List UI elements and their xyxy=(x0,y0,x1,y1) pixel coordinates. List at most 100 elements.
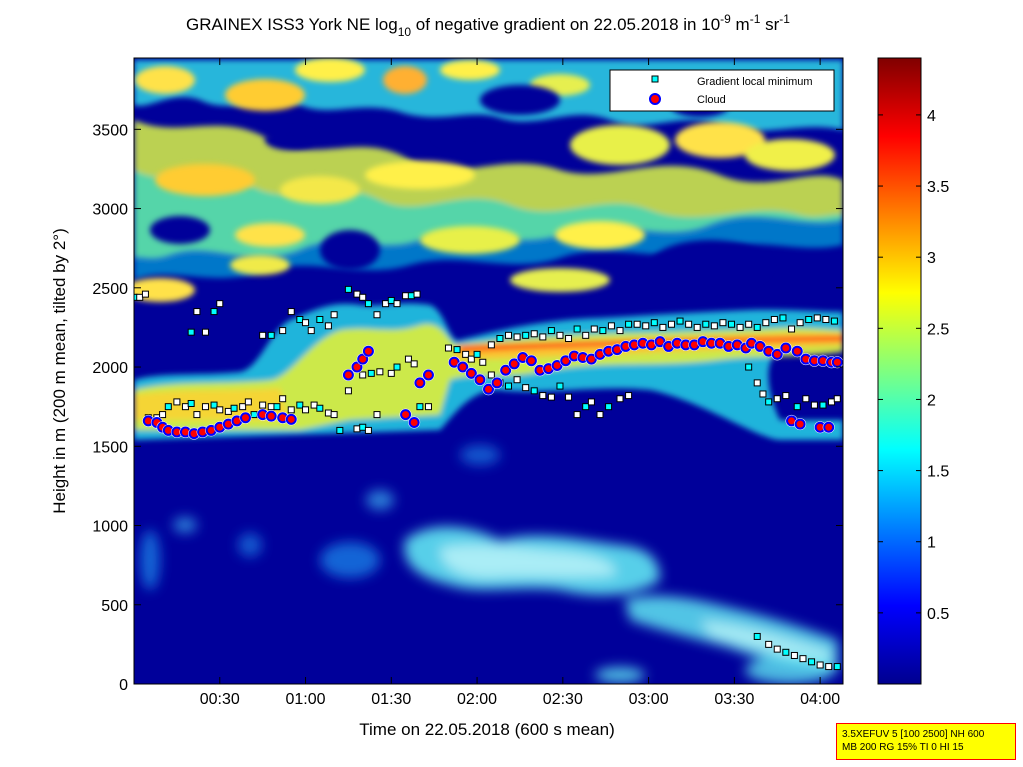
gradient-minimum-point xyxy=(173,398,181,406)
gradient-minimum-point xyxy=(230,404,238,412)
gradient-minimum-point xyxy=(273,403,281,411)
lower-aerosol-features xyxy=(140,445,838,684)
gradient-minimum-point xyxy=(259,401,267,409)
gradient-minimum-point xyxy=(376,368,384,376)
gradient-minimum-point xyxy=(344,387,352,395)
gradient-minimum-point xyxy=(822,315,830,323)
cloud-point xyxy=(414,377,426,389)
gradient-minimum-point xyxy=(816,661,824,669)
cloud-point xyxy=(265,410,277,422)
colorbar-tick-label: 4 xyxy=(927,108,936,125)
gradient-minimum-point xyxy=(310,401,318,409)
gradient-minimum-point xyxy=(802,395,810,403)
gradient-minimum-point xyxy=(728,320,736,328)
y-tick-label: 2000 xyxy=(92,360,128,377)
gradient-minimum-point xyxy=(505,382,513,390)
gradient-minimum-point xyxy=(762,319,770,327)
gradient-minimum-point xyxy=(808,658,816,666)
gradient-minimum-point xyxy=(702,320,710,328)
colorbar-tick-label: 3.5 xyxy=(927,179,949,196)
cloud-series xyxy=(142,335,843,440)
gradient-minimum-point xyxy=(773,395,781,403)
gradient-minimum-point xyxy=(587,398,595,406)
gradient-minimum-point xyxy=(210,401,218,409)
y-axis-label: Height in m (200 m mean, tilted by 2°) xyxy=(50,228,69,514)
gradient-minimum-series xyxy=(134,285,841,671)
gradient-minimum-point xyxy=(693,323,701,331)
heatmap-plot xyxy=(134,58,843,684)
gradient-minimum-point xyxy=(605,403,613,411)
gradient-minimum-point xyxy=(805,315,813,323)
gradient-minimum-point xyxy=(625,320,633,328)
x-tick-label: 03:00 xyxy=(629,691,669,708)
colorbar-tick-label: 0.5 xyxy=(927,606,949,623)
gradient-minimum-point xyxy=(719,319,727,327)
gradient-minimum-point xyxy=(296,315,304,323)
gradient-minimum-point xyxy=(373,411,381,419)
gradient-minimum-point xyxy=(793,403,801,411)
gradient-minimum-point xyxy=(287,308,295,316)
gradient-minimum-point xyxy=(164,403,172,411)
gradient-minimum-point xyxy=(224,407,232,415)
gradient-minimum-point xyxy=(607,322,615,330)
gradient-minimum-point xyxy=(547,327,555,335)
gradient-minimum-point xyxy=(782,392,790,400)
gradient-minimum-point xyxy=(402,292,410,300)
gradient-minimum-point xyxy=(539,392,547,400)
gradient-minimum-point xyxy=(616,395,624,403)
gradient-minimum-point xyxy=(599,327,607,335)
gradient-minimum-point xyxy=(496,335,504,343)
gradient-minimum-point xyxy=(590,325,598,333)
gradient-minimum-point xyxy=(201,328,209,336)
legend-gradient-label: Gradient local minimum xyxy=(697,76,813,88)
gradient-minimum-point xyxy=(782,648,790,656)
gradient-minimum-point xyxy=(387,369,395,377)
cloud-point xyxy=(780,342,792,354)
gradient-minimum-point xyxy=(216,300,224,308)
gradient-minimum-point xyxy=(296,401,304,409)
gradient-minimum-point xyxy=(479,358,487,366)
gradient-minimum-point xyxy=(530,330,538,338)
gradient-minimum-point xyxy=(830,317,838,325)
gradient-minimum-point xyxy=(833,663,841,671)
gradient-minimum-point xyxy=(753,323,761,331)
gradient-minimum-point xyxy=(193,411,201,419)
gradient-minimum-point xyxy=(316,404,324,412)
gradient-minimum-point xyxy=(813,314,821,322)
gradient-minimum-point xyxy=(833,395,841,403)
gradient-minimum-point xyxy=(513,376,521,384)
gradient-minimum-point xyxy=(650,319,658,327)
gradient-minimum-point xyxy=(770,315,778,323)
cloud-point xyxy=(422,369,434,381)
colorbar-tick-label: 2 xyxy=(927,392,936,409)
gradient-minimum-point xyxy=(810,401,818,409)
gradient-minimum-point xyxy=(667,320,675,328)
gradient-minimum-point xyxy=(187,328,195,336)
gradient-minimum-point xyxy=(393,300,401,308)
x-axis-label: Time on 22.05.2018 (600 s mean) xyxy=(359,720,614,739)
gradient-minimum-point xyxy=(359,371,367,379)
gradient-minimum-point xyxy=(187,399,195,407)
gradient-minimum-point xyxy=(773,645,781,653)
gradient-minimum-point xyxy=(467,355,475,363)
gradient-minimum-point xyxy=(216,406,224,414)
cloud-point xyxy=(357,353,369,365)
x-tick-label: 00:30 xyxy=(200,691,240,708)
cloud-point xyxy=(483,383,494,395)
cloud-point xyxy=(794,418,806,430)
gradient-minimum-point xyxy=(753,632,761,640)
gradient-minimum-point xyxy=(556,331,564,339)
gradient-minimum-point xyxy=(828,398,836,406)
gradient-minimum-point xyxy=(582,403,590,411)
legend: Gradient local minimum Cloud xyxy=(609,69,835,112)
gradient-minimum-point xyxy=(279,395,287,403)
cloud-point xyxy=(400,409,412,421)
gradient-minimum-point xyxy=(307,327,315,335)
cloud-point xyxy=(823,421,835,433)
gradient-minimum-point xyxy=(796,319,804,327)
cloud-point xyxy=(362,345,374,357)
y-tick-label: 3000 xyxy=(92,202,128,219)
cloud-point xyxy=(791,345,803,357)
cloud-point xyxy=(351,361,363,373)
